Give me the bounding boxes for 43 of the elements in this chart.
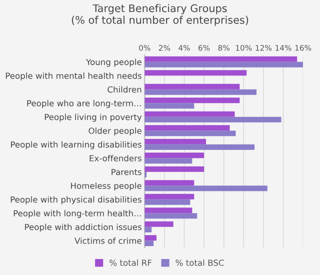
bar [144, 180, 194, 186]
bar [144, 221, 174, 227]
bar [144, 240, 154, 246]
y-tick-label: People who are long-term… [27, 100, 141, 108]
legend-label: % total BSC [176, 259, 224, 266]
y-tick-label: Young people [86, 58, 142, 67]
y-tick-label: People with long-term health… [14, 210, 141, 218]
bar [144, 98, 240, 104]
bar [144, 166, 204, 172]
bar [144, 199, 190, 205]
bar [144, 84, 240, 90]
y-tick-label: Older people [88, 127, 142, 136]
y-tick-label: Ex-offenders [90, 154, 142, 162]
y-tick-label: People with mental health needs [6, 72, 142, 81]
bar [144, 62, 304, 68]
bar [144, 103, 194, 109]
bar [144, 235, 157, 241]
bar [144, 208, 192, 214]
bar [144, 226, 152, 232]
bar [144, 152, 204, 158]
bar [144, 56, 298, 62]
y-tick-label: Children [108, 86, 142, 93]
bar [144, 144, 255, 150]
bar [144, 116, 282, 122]
bar [144, 89, 257, 95]
bar [144, 125, 230, 131]
y-tick-label: Victims of crime [74, 237, 142, 244]
bar [144, 194, 194, 200]
bar [144, 213, 198, 219]
bar [144, 158, 192, 164]
y-tick-label: People with learning disabilities [11, 141, 142, 150]
y-tick-label: People with physical disabilities [10, 196, 142, 204]
bar [144, 111, 235, 117]
y-tick-label: People living in poverty [44, 114, 142, 122]
chart-title: Target Beneficiary Groups (% of total number of enterprises) [72, 4, 248, 26]
bar [144, 130, 236, 136]
legend-label: % total RF [110, 259, 152, 266]
y-tick-label: People with addiction issues [25, 224, 142, 232]
y-tick-label: Homeless people [71, 182, 142, 191]
y-tick-label: Parents [112, 168, 142, 176]
bar [144, 186, 268, 192]
bar [144, 70, 247, 76]
bar [144, 138, 206, 144]
